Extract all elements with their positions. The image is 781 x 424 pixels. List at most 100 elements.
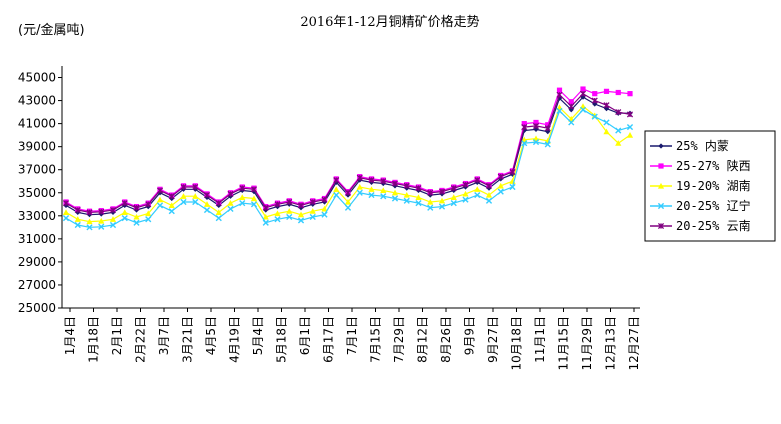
data-point-marker: [545, 122, 551, 128]
data-point-marker: [286, 208, 293, 214]
y-tick-label: 33000: [18, 209, 56, 223]
legend-item: 19-20% 湖南: [650, 178, 751, 193]
data-point-marker: [109, 206, 117, 214]
legend-label: 25-27% 陕西: [676, 158, 751, 173]
data-point-marker: [239, 194, 246, 200]
data-point-marker: [168, 202, 175, 209]
series-lines: [62, 86, 634, 231]
y-tick-label: 43000: [18, 94, 56, 108]
data-point-marker: [356, 189, 363, 196]
data-point-marker: [391, 180, 399, 187]
data-point-marker: [450, 194, 457, 200]
data-point-marker: [450, 200, 457, 207]
data-point-marker: [544, 141, 551, 148]
data-point-marker: [86, 218, 93, 225]
data-point-marker: [615, 127, 622, 134]
data-point-marker: [180, 198, 187, 206]
data-point-marker: [568, 99, 574, 105]
data-point-marker: [274, 210, 281, 217]
data-point-marker: [156, 202, 164, 209]
x-tick-labels: 1月4日 1月18日 2月1日 2月22日 3月7日 3月21日 4月5日 4月19日 5月4日…: [63, 308, 641, 371]
data-point-marker: [615, 109, 622, 116]
unit-label: (元/金属吨): [18, 22, 85, 38]
data-point-marker: [262, 219, 269, 226]
data-point-marker: [380, 193, 387, 200]
data-point-marker: [121, 209, 128, 215]
data-point-marker: [657, 222, 665, 230]
legend-item: 25-27% 陕西: [650, 158, 751, 173]
data-point-marker: [227, 190, 234, 197]
x-tick-label: 11月29日: [580, 316, 594, 371]
data-point-marker: [262, 213, 269, 220]
data-point-marker: [509, 183, 516, 191]
data-point-marker: [485, 197, 493, 204]
data-point-marker: [556, 107, 563, 115]
data-point-marker: [356, 174, 363, 181]
x-tick-label: 10月18日: [510, 316, 524, 371]
data-point-marker: [391, 189, 399, 196]
data-point-marker: [286, 213, 293, 221]
data-point-marker: [203, 201, 211, 207]
data-point-marker: [592, 91, 598, 97]
data-point-marker: [626, 123, 634, 131]
axes: [61, 66, 640, 309]
data-point-marker: [462, 190, 469, 197]
data-point-marker: [556, 87, 563, 93]
data-point-marker: [203, 206, 211, 214]
data-point-marker: [603, 119, 610, 126]
data-point-marker: [450, 185, 457, 192]
data-point-marker: [145, 201, 152, 208]
data-point-marker: [121, 215, 128, 222]
data-point-marker: [74, 216, 81, 222]
data-point-marker: [192, 193, 199, 199]
x-tick-label: 2月1日: [110, 316, 124, 355]
y-tick-label: 45000: [18, 71, 56, 85]
data-point-marker: [615, 89, 621, 96]
y-tick-label: 29000: [18, 255, 56, 269]
data-point-marker: [309, 213, 316, 221]
data-point-marker: [333, 191, 340, 199]
data-point-marker: [215, 215, 222, 222]
data-point-marker: [274, 201, 281, 208]
data-point-marker: [274, 216, 281, 223]
legend-item: 20-25% 辽宁: [650, 198, 751, 213]
data-point-marker: [438, 188, 446, 195]
y-tick-labels: 25000 27000 29000 31000 33000 35000 37000 39000…: [18, 71, 62, 315]
data-point-marker: [145, 216, 152, 223]
x-tick-label: 4月19日: [228, 316, 242, 363]
data-point-marker: [403, 197, 410, 204]
data-point-marker: [74, 221, 81, 229]
data-point-marker: [603, 88, 610, 94]
data-point-marker: [627, 91, 633, 97]
data-point-marker: [533, 119, 539, 126]
data-point-marker: [427, 189, 434, 196]
x-tick-label: 7月29日: [392, 316, 406, 363]
legend-item: 25% 内蒙: [650, 139, 729, 153]
data-point-marker: [603, 128, 610, 135]
data-point-marker: [145, 210, 152, 217]
data-point-marker: [415, 194, 422, 200]
data-point-marker: [532, 138, 540, 146]
x-tick-label: 8月26日: [439, 316, 453, 363]
data-point-marker: [579, 106, 587, 113]
data-point-marker: [250, 201, 258, 208]
data-point-marker: [368, 191, 375, 199]
x-tick-label: 3月7日: [157, 316, 171, 355]
data-point-marker: [497, 188, 504, 195]
data-point-marker: [121, 200, 128, 207]
data-point-marker: [321, 205, 328, 212]
y-tick-label: 39000: [18, 140, 56, 154]
x-tick-label: 5月18日: [275, 316, 289, 363]
data-point-marker: [250, 186, 258, 193]
data-point-marker: [192, 198, 199, 206]
data-point-marker: [250, 195, 258, 202]
data-point-marker: [168, 193, 175, 200]
legend-label: 19-20% 湖南: [676, 178, 751, 193]
data-point-marker: [98, 217, 105, 224]
data-point-marker: [262, 204, 269, 211]
data-point-marker: [521, 140, 528, 147]
data-point-marker: [344, 198, 352, 205]
series-3: [62, 106, 634, 231]
data-point-marker: [658, 163, 664, 169]
